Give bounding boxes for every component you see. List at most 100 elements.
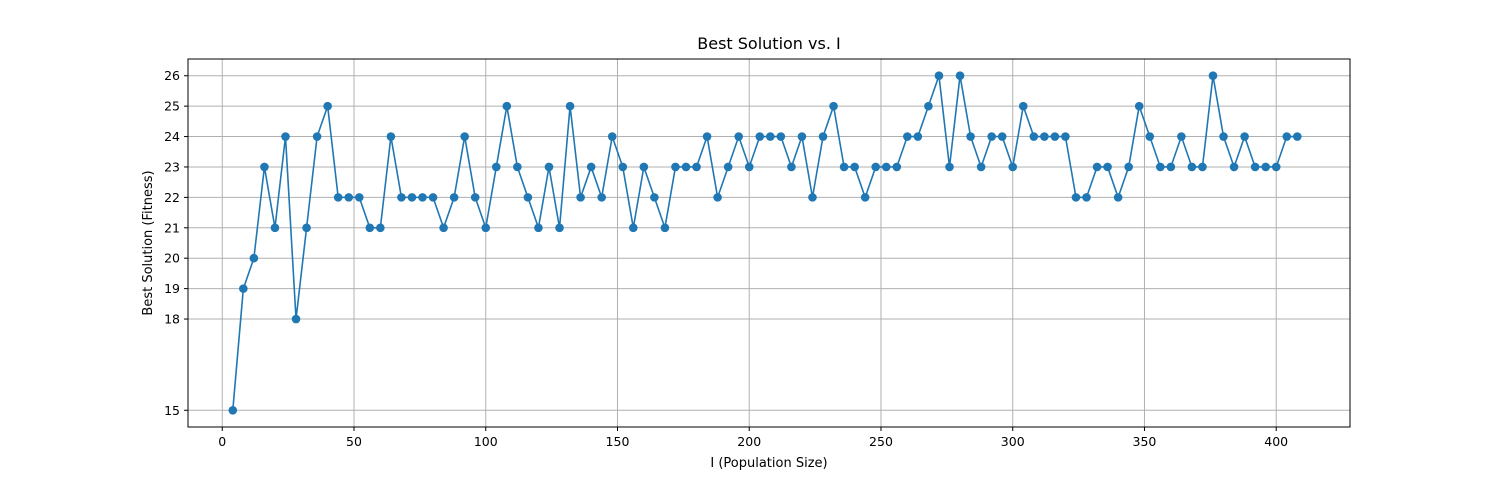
data-point — [966, 132, 975, 141]
data-point — [1071, 193, 1081, 202]
data-point — [597, 193, 606, 202]
data-point — [534, 223, 543, 233]
x-tick-label: 0 — [218, 434, 226, 449]
data-point — [449, 193, 459, 202]
data-point — [291, 314, 301, 324]
data-point — [1134, 101, 1144, 111]
x-tick-label: 150 — [606, 434, 630, 449]
y-tick-label: 20 — [164, 251, 180, 266]
data-point — [523, 193, 533, 202]
data-point — [439, 223, 448, 233]
data-point — [660, 223, 670, 233]
data-point — [1124, 162, 1133, 172]
data-point — [629, 223, 638, 233]
data-point — [618, 162, 628, 172]
data-point — [1261, 162, 1270, 172]
data-point — [1293, 132, 1302, 141]
data-point — [945, 162, 954, 172]
data-point — [1271, 162, 1281, 172]
data-point — [1155, 162, 1165, 172]
data-point — [260, 162, 269, 172]
data-point — [934, 71, 944, 81]
data-point — [376, 223, 385, 233]
data-point — [1229, 162, 1239, 172]
data-point — [1113, 193, 1123, 202]
data-point — [713, 193, 722, 202]
data-point — [829, 101, 838, 111]
data-point — [354, 193, 364, 202]
data-point — [397, 193, 406, 202]
data-point — [776, 132, 786, 141]
y-axis-label: Best Solution (Fitness) — [141, 170, 156, 315]
data-point — [1145, 132, 1155, 141]
data-point — [555, 223, 564, 233]
data-point — [565, 101, 575, 111]
data-point — [702, 132, 712, 141]
data-point — [997, 132, 1007, 141]
chart-title: Best Solution vs. I — [697, 34, 840, 53]
x-tick-label: 300 — [1001, 434, 1025, 449]
x-axis-label: I (Population Size) — [710, 456, 827, 471]
data-point — [1092, 162, 1102, 172]
plot-frame — [187, 58, 1351, 428]
data-point — [913, 132, 923, 141]
data-point — [460, 132, 469, 141]
data-point — [386, 132, 396, 141]
data-point — [903, 132, 912, 141]
data-point — [924, 101, 933, 111]
data-point — [681, 162, 691, 172]
data-point — [639, 162, 649, 172]
data-point — [1250, 162, 1260, 172]
data-point — [365, 223, 375, 233]
x-tick-label: 50 — [346, 434, 362, 449]
x-tick-label: 400 — [1264, 434, 1288, 449]
data-point — [407, 193, 417, 202]
data-point — [881, 162, 891, 172]
data-point — [1187, 162, 1197, 172]
data-point — [1240, 132, 1249, 141]
data-point — [723, 162, 733, 172]
data-point — [228, 405, 238, 415]
data-point — [281, 132, 290, 141]
data-point — [586, 162, 596, 172]
data-point — [470, 193, 480, 202]
data-point — [270, 223, 280, 233]
data-point — [502, 101, 512, 111]
data-point — [1061, 132, 1070, 141]
data-point — [671, 162, 680, 172]
y-tick-label: 22 — [164, 190, 180, 205]
data-point — [576, 193, 585, 202]
data-point — [818, 132, 828, 141]
data-point — [239, 284, 248, 293]
x-tick-label: 350 — [1133, 434, 1157, 449]
data-point — [302, 223, 311, 233]
data-point — [860, 193, 870, 202]
data-point — [249, 253, 259, 263]
data-point — [607, 132, 617, 141]
data-point — [1029, 132, 1039, 141]
data-point — [1198, 162, 1207, 172]
data-point — [871, 162, 881, 172]
y-tick-label: 24 — [164, 129, 180, 144]
data-point — [755, 132, 765, 141]
data-point — [650, 193, 659, 202]
data-point — [1166, 162, 1176, 172]
y-tick-label: 25 — [164, 99, 180, 114]
data-point — [976, 162, 986, 172]
x-tick-label: 250 — [869, 434, 893, 449]
series-line-group — [228, 71, 1302, 415]
data-point — [312, 132, 322, 141]
data-point — [481, 223, 491, 233]
data-point — [1177, 132, 1186, 141]
y-tick-label: 21 — [164, 220, 180, 235]
data-point — [1103, 162, 1112, 172]
data-point — [1282, 132, 1292, 141]
data-point — [987, 132, 996, 141]
data-point — [850, 162, 859, 172]
data-point — [808, 193, 817, 202]
data-point — [1050, 132, 1060, 141]
data-point — [734, 132, 743, 141]
data-point — [491, 162, 501, 172]
data-point — [766, 132, 775, 141]
